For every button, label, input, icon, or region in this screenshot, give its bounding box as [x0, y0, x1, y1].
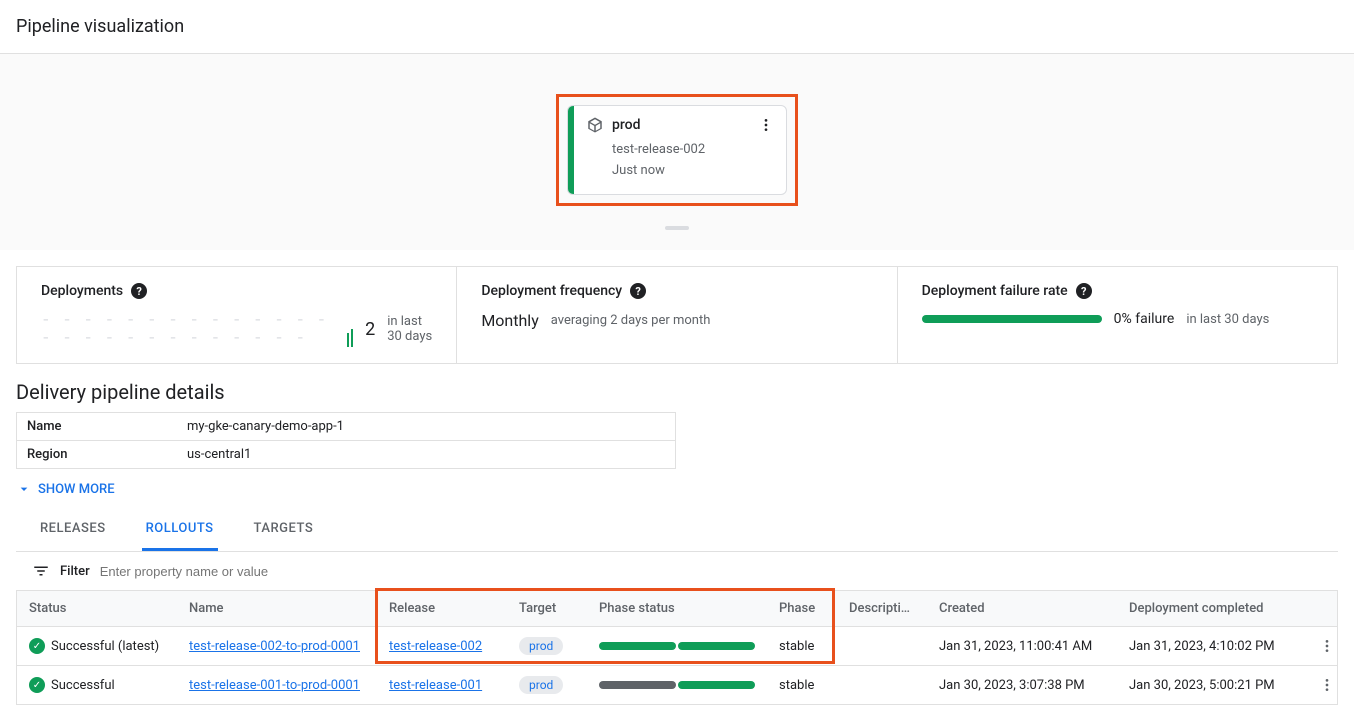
rollout-name[interactable]: test-release-002-to-prod-0001 — [177, 629, 377, 664]
description — [837, 675, 927, 695]
rollout-name[interactable]: test-release-001-to-prod-0001 — [177, 668, 377, 703]
description — [837, 636, 927, 656]
status-cell: ✓Successful — [17, 667, 177, 703]
pipeline-visualization: prod test-release-002 Just now — [0, 53, 1354, 250]
stage-time: Just now — [612, 161, 774, 182]
column-header: Created — [927, 591, 1117, 626]
gke-icon — [586, 116, 604, 134]
more-vert-icon[interactable] — [758, 117, 774, 133]
metric-frequency: Deployment frequency ? Monthly averaging… — [457, 267, 897, 363]
details-key: Name — [17, 413, 177, 440]
metric-failure-rate: Deployment failure rate ? 0% failure in … — [898, 267, 1337, 363]
details-table: Namemy-gke-canary-demo-app-1Regionus-cen… — [16, 412, 676, 469]
metric-title: Deployment failure rate — [922, 283, 1068, 299]
column-header: Phase — [767, 591, 837, 626]
details-val: us-central1 — [177, 441, 675, 468]
release-link[interactable]: test-release-001 — [377, 668, 507, 703]
filter-input[interactable] — [100, 564, 1322, 579]
check-icon: ✓ — [29, 677, 45, 693]
completed: Jan 31, 2023, 4:10:02 PM — [1117, 629, 1307, 664]
chevron-down-icon — [16, 481, 32, 497]
highlighted-stage: prod test-release-002 Just now — [556, 94, 798, 206]
stage-name: prod — [612, 117, 750, 133]
deployments-sparkline: - - - - - - - - - - - - - - - - - - - - … — [41, 311, 353, 347]
help-icon[interactable]: ? — [1076, 283, 1092, 299]
show-more-label: SHOW MORE — [38, 482, 115, 497]
details-row: Regionus-central1 — [17, 441, 675, 468]
phase-status — [587, 671, 767, 699]
deployments-count: 2 — [365, 319, 375, 340]
row-more-icon[interactable] — [1307, 667, 1347, 703]
details-key: Region — [17, 441, 177, 468]
help-icon[interactable]: ? — [630, 283, 646, 299]
metric-title: Deployments — [41, 283, 123, 299]
phase: stable — [767, 668, 837, 703]
filter-icon — [32, 562, 50, 580]
metric-title: Deployment frequency — [481, 283, 622, 299]
details-row: Namemy-gke-canary-demo-app-1 — [17, 413, 675, 441]
column-header: Name — [177, 591, 377, 626]
column-header: Description — [837, 591, 927, 626]
check-icon: ✓ — [29, 638, 45, 654]
metrics-panel: Deployments ? - - - - - - - - - - - - - … — [16, 266, 1338, 364]
column-header: Release — [377, 591, 507, 626]
release-link[interactable]: test-release-002 — [377, 629, 507, 664]
table-row: ✓Successful test-release-001-to-prod-000… — [17, 666, 1337, 704]
metric-deployments: Deployments ? - - - - - - - - - - - - - … — [17, 267, 457, 363]
created: Jan 31, 2023, 11:00:41 AM — [927, 629, 1117, 664]
column-header: Target — [507, 591, 587, 626]
column-header — [1307, 599, 1347, 619]
tab-rollouts[interactable]: ROLLOUTS — [142, 509, 218, 551]
filter-label: Filter — [60, 564, 90, 579]
stage-release: test-release-002 — [612, 140, 774, 161]
phase-status — [587, 632, 767, 660]
tab-releases[interactable]: RELEASES — [36, 509, 110, 551]
show-more-button[interactable]: SHOW MORE — [16, 481, 115, 497]
failure-value: 0% failure — [1114, 311, 1175, 327]
target-chip[interactable]: prod — [507, 627, 587, 665]
tab-targets[interactable]: TARGETS — [250, 509, 318, 551]
resize-handle[interactable] — [665, 226, 689, 230]
status-cell: ✓Successful (latest) — [17, 628, 177, 664]
column-header: Status — [17, 591, 177, 626]
completed: Jan 30, 2023, 5:00:21 PM — [1117, 668, 1307, 703]
table-header: StatusNameReleaseTargetPhase statusPhase… — [17, 591, 1337, 627]
phase: stable — [767, 629, 837, 664]
deployments-suffix: in last 30 days — [387, 314, 432, 344]
section-title: Delivery pipeline details — [0, 380, 1354, 412]
frequency-value: Monthly — [481, 311, 538, 330]
failure-bar — [922, 315, 1102, 323]
column-header: Deployment completed — [1117, 591, 1307, 626]
filter-bar: Filter — [0, 552, 1354, 590]
target-chip[interactable]: prod — [507, 666, 587, 704]
stage-card[interactable]: prod test-release-002 Just now — [567, 105, 787, 195]
help-icon[interactable]: ? — [131, 283, 147, 299]
tabs: RELEASES ROLLOUTS TARGETS — [16, 509, 1338, 552]
created: Jan 30, 2023, 3:07:38 PM — [927, 668, 1117, 703]
frequency-suffix: averaging 2 days per month — [551, 313, 711, 328]
failure-suffix: in last 30 days — [1186, 312, 1269, 327]
row-more-icon[interactable] — [1307, 628, 1347, 664]
details-val: my-gke-canary-demo-app-1 — [177, 413, 675, 440]
table-row: ✓Successful (latest) test-release-002-to… — [17, 627, 1337, 666]
rollouts-table: StatusNameReleaseTargetPhase statusPhase… — [16, 590, 1338, 705]
column-header: Phase status — [587, 591, 767, 626]
page-title: Pipeline visualization — [0, 0, 1354, 53]
